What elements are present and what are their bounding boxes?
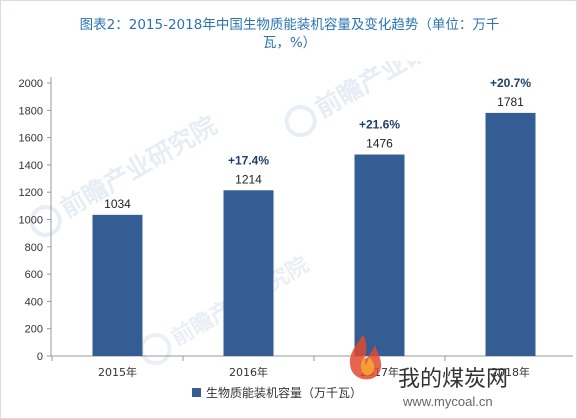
data-label: 1476 — [366, 137, 393, 151]
y-tick-label: 1200 — [19, 187, 43, 199]
legend-layer: 生物质能装机容量（万千瓦） — [192, 385, 362, 400]
y-tick-label: 1600 — [19, 133, 43, 145]
y-tick-label: 800 — [25, 242, 43, 254]
bar-2 — [223, 190, 274, 356]
x-category-label: 2016年 — [229, 365, 268, 379]
data-label: 1034 — [104, 197, 131, 211]
y-tick-label: 600 — [25, 269, 43, 281]
brand-watermark-text: 前瞻产业研究院 — [310, 61, 476, 123]
y-tick-label: 400 — [25, 296, 43, 308]
chart-title-line-1: 图表2：2015-2018年中国生物质能装机容量及变化趋势（单位：万千 — [79, 17, 500, 33]
qianzhan-logo-icon — [284, 105, 317, 138]
chart-title-line-2: 瓦，%） — [262, 35, 317, 51]
growth-rate-label: +21.6% — [359, 118, 400, 132]
site-watermark-layer: 我的煤炭网 www.mycoal.cn — [349, 335, 508, 409]
legend-swatch — [192, 388, 201, 397]
x-category-label: 2015年 — [98, 365, 137, 379]
bar-3 — [354, 154, 405, 356]
y-tick-label: 2000 — [19, 78, 43, 90]
data-label: 1214 — [235, 172, 262, 186]
chart-area: 前瞻产业研究院前瞻产业研究院前瞻产业研究院 020040060080010001… — [1, 61, 576, 418]
growth-rate-label: +17.4% — [228, 153, 269, 167]
label-layer: 10342015年1214+17.4%2016年1476+21.6%2017年1… — [98, 76, 531, 379]
y-tick-label: 1000 — [19, 215, 43, 227]
brand-watermark-text: 前瞻产业研究院 — [55, 111, 221, 224]
bar-chart: 前瞻产业研究院前瞻产业研究院前瞻产业研究院 020040060080010001… — [19, 61, 573, 409]
qianzhan-logo-icon — [29, 205, 62, 238]
flame-inner-shape — [360, 355, 375, 376]
growth-rate-label: +20.7% — [490, 76, 531, 90]
bar-4 — [485, 112, 536, 357]
bar-1 — [92, 214, 143, 356]
y-tick-label: 0 — [37, 351, 43, 363]
site-url-watermark: www.mycoal.cn — [402, 394, 493, 409]
y-tick-label: 1400 — [19, 160, 43, 172]
flame-logo-icon — [349, 335, 382, 380]
x-category-label: 2018年 — [491, 365, 530, 379]
y-tick-label: 1800 — [19, 105, 43, 117]
data-label: 1781 — [497, 95, 524, 109]
site-name-watermark: 我的煤炭网 — [398, 367, 508, 392]
legend-label: 生物质能装机容量（万千瓦） — [206, 385, 362, 400]
bar-layer — [92, 112, 536, 357]
y-tick-label: 200 — [25, 324, 43, 336]
